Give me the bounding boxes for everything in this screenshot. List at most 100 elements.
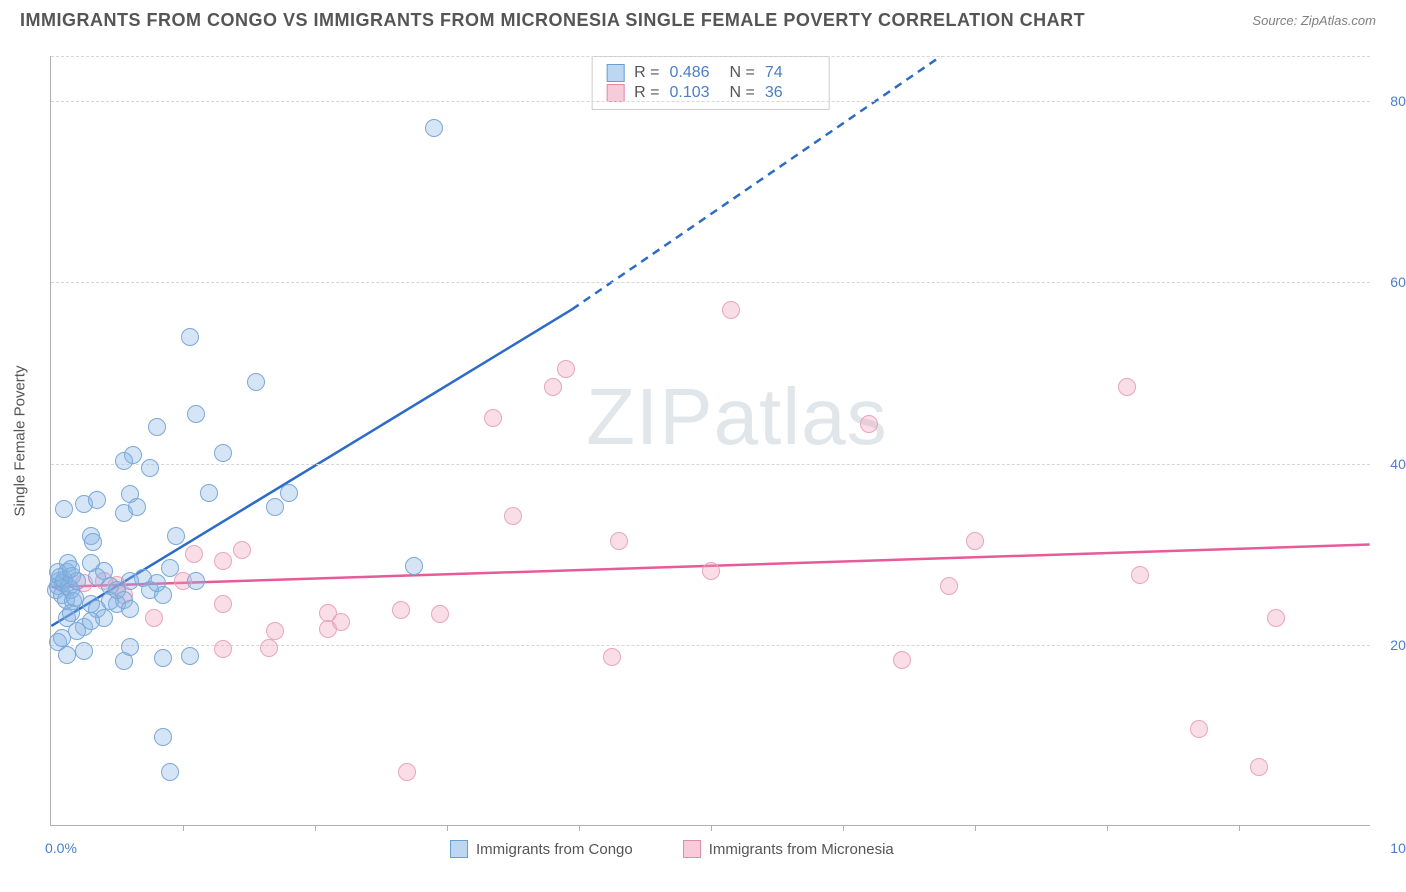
data-point [121, 600, 139, 618]
n-label: N = [730, 84, 755, 102]
data-point [405, 557, 423, 575]
data-point [128, 498, 146, 516]
gridline [51, 56, 1370, 57]
data-point [214, 444, 232, 462]
gridline [51, 282, 1370, 283]
data-point [233, 541, 251, 559]
data-point [214, 595, 232, 613]
data-point [121, 638, 139, 656]
data-point [431, 605, 449, 623]
data-point [504, 507, 522, 525]
x-tick [447, 825, 448, 831]
data-point [610, 532, 628, 550]
data-point [544, 378, 562, 396]
data-point [181, 647, 199, 665]
stats-row-series-a: R = 0.486 N = 74 [606, 64, 815, 82]
n-value-a: 74 [765, 64, 815, 82]
data-point [161, 559, 179, 577]
data-point [55, 500, 73, 518]
swatch-series-a [606, 64, 624, 82]
data-point [58, 646, 76, 664]
gridline [51, 101, 1370, 102]
data-point [266, 498, 284, 516]
legend-label-b: Immigrants from Micronesia [709, 841, 894, 858]
n-value-b: 36 [765, 84, 815, 102]
x-tick [183, 825, 184, 831]
data-point [187, 405, 205, 423]
y-tick-label: 80.0% [1375, 93, 1406, 109]
data-point [332, 613, 350, 631]
x-tick [843, 825, 844, 831]
data-point [187, 572, 205, 590]
data-point [185, 545, 203, 563]
data-point [260, 639, 278, 657]
data-point [1131, 566, 1149, 584]
data-point [148, 574, 166, 592]
source-attribution: Source: ZipAtlas.com [1252, 13, 1376, 28]
data-point [722, 301, 740, 319]
data-point [1190, 720, 1208, 738]
data-point [145, 609, 163, 627]
data-point [141, 459, 159, 477]
data-point [603, 648, 621, 666]
data-point [280, 484, 298, 502]
data-point [200, 484, 218, 502]
data-point [1118, 378, 1136, 396]
data-point [484, 409, 502, 427]
data-point [108, 581, 126, 599]
legend-item-b: Immigrants from Micronesia [683, 840, 894, 858]
chart-title: IMMIGRANTS FROM CONGO VS IMMIGRANTS FROM… [20, 10, 1085, 31]
source-value: ZipAtlas.com [1301, 13, 1376, 28]
legend-label-a: Immigrants from Congo [476, 841, 633, 858]
r-label: R = [634, 64, 659, 82]
data-point [893, 651, 911, 669]
data-point [82, 612, 100, 630]
data-point [88, 491, 106, 509]
legend-swatch-a [450, 840, 468, 858]
data-point [1250, 758, 1268, 776]
r-value-a: 0.486 [670, 64, 720, 82]
x-axis-start-label: 0.0% [45, 840, 77, 856]
data-point [214, 640, 232, 658]
plot-area: ZIPatlas R = 0.486 N = 74 R = 0.103 N = … [50, 56, 1370, 826]
legend-swatch-b [683, 840, 701, 858]
x-tick [1239, 825, 1240, 831]
data-point [392, 601, 410, 619]
data-point [247, 373, 265, 391]
data-point [214, 552, 232, 570]
data-point [940, 577, 958, 595]
r-label: R = [634, 84, 659, 102]
swatch-series-b [606, 84, 624, 102]
data-point [167, 527, 185, 545]
y-axis-label: Single Female Poverty [12, 366, 29, 517]
data-point [148, 418, 166, 436]
x-tick [315, 825, 316, 831]
x-tick [579, 825, 580, 831]
data-point [95, 562, 113, 580]
data-point [702, 562, 720, 580]
data-point [425, 119, 443, 137]
x-tick [1107, 825, 1108, 831]
r-value-b: 0.103 [670, 84, 720, 102]
trendlines-svg [51, 56, 1370, 825]
chart: ZIPatlas R = 0.486 N = 74 R = 0.103 N = … [50, 56, 1370, 826]
data-point [154, 728, 172, 746]
x-axis-end-label: 10.0% [1390, 840, 1406, 856]
series-legend: Immigrants from Congo Immigrants from Mi… [450, 840, 894, 858]
data-point [398, 763, 416, 781]
data-point [84, 533, 102, 551]
data-point [966, 532, 984, 550]
data-point [62, 604, 80, 622]
data-point [161, 763, 179, 781]
x-tick [711, 825, 712, 831]
y-tick-label: 40.0% [1375, 456, 1406, 472]
data-point [75, 642, 93, 660]
y-tick-label: 60.0% [1375, 274, 1406, 290]
data-point [860, 415, 878, 433]
stats-row-series-b: R = 0.103 N = 36 [606, 84, 815, 102]
source-label: Source: [1252, 13, 1297, 28]
gridline [51, 464, 1370, 465]
data-point [557, 360, 575, 378]
legend-item-a: Immigrants from Congo [450, 840, 633, 858]
data-point [62, 560, 80, 578]
